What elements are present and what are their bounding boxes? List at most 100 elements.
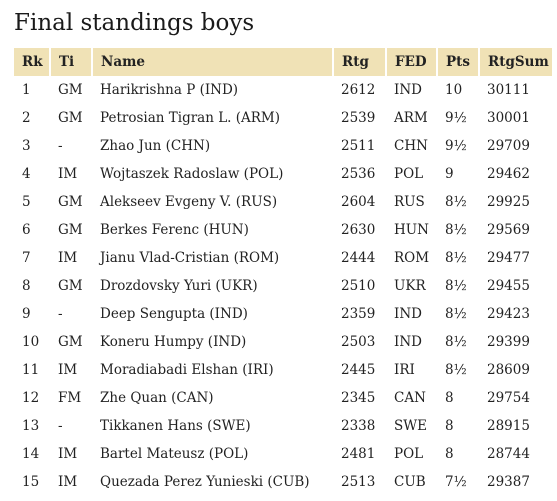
table-row: 12 FM Zhe Quan (CAN) 2345 CAN 8 29754 <box>14 384 552 412</box>
cell-rank: 8 <box>22 278 31 294</box>
cell-rank: 6 <box>22 222 31 238</box>
cell-points: 7½ <box>445 474 467 490</box>
cell-player-name: Petrosian Tigran L. (ARM) <box>100 110 281 126</box>
cell-points: 8½ <box>445 278 467 294</box>
cell-rank: 7 <box>22 250 31 266</box>
cell-player-name: Harikrishna P (IND) <box>100 82 239 98</box>
cell-rank: 12 <box>22 390 40 406</box>
header-rating-sum: RtgSum <box>479 48 552 76</box>
cell-rank: 9 <box>22 306 31 322</box>
cell-rank: 4 <box>22 166 31 182</box>
cell-federation: CUB <box>394 474 426 490</box>
cell-rating: 2604 <box>341 194 376 210</box>
cell-rating-sum: 29399 <box>487 334 530 350</box>
table-row: 15 IM Quezada Perez Yunieski (CUB) 2513 CUB 7… <box>14 468 552 496</box>
cell-rating-sum: 30001 <box>487 110 530 126</box>
cell-rank: 5 <box>22 194 31 210</box>
cell-points: 9½ <box>445 138 467 154</box>
cell-rating: 2503 <box>341 334 376 350</box>
cell-rating: 2445 <box>341 362 376 378</box>
cell-rank: 14 <box>22 446 40 462</box>
cell-points: 8½ <box>445 194 467 210</box>
cell-title: - <box>58 138 63 154</box>
cell-rating-sum: 29754 <box>487 390 530 406</box>
table-header: Rk Ti Name Rtg FED Pts RtgSum <box>14 48 552 76</box>
header-rating: Rtg <box>333 48 387 76</box>
cell-title: GM <box>58 278 83 294</box>
cell-points: 8½ <box>445 222 467 238</box>
cell-rating-sum: 28609 <box>487 362 530 378</box>
cell-points: 9½ <box>445 110 467 126</box>
cell-title: IM <box>58 250 78 266</box>
cell-points: 10 <box>445 82 463 98</box>
cell-federation: SWE <box>394 418 427 434</box>
page-title: Final standings boys <box>14 10 255 36</box>
cell-rank: 2 <box>22 110 31 126</box>
table-row: 14 IM Bartel Mateusz (POL) 2481 POL 8 28744 <box>14 440 552 468</box>
cell-title: GM <box>58 334 83 350</box>
cell-federation: IND <box>394 82 422 98</box>
cell-player-name: Quezada Perez Yunieski (CUB) <box>100 474 310 490</box>
cell-title: GM <box>58 222 83 238</box>
table-row: 1 GM Harikrishna P (IND) 2612 IND 10 30111 <box>14 76 552 104</box>
cell-points: 8 <box>445 446 454 462</box>
cell-federation: HUN <box>394 222 429 238</box>
cell-player-name: Jianu Vlad-Cristian (ROM) <box>100 250 280 266</box>
cell-rating-sum: 29709 <box>487 138 530 154</box>
cell-rating-sum: 29387 <box>487 474 530 490</box>
cell-title: - <box>58 306 63 322</box>
header-title: Ti <box>50 48 93 76</box>
table-row: 11 IM Moradiabadi Elshan (IRI) 2445 IRI 8½ 286… <box>14 356 552 384</box>
table-row: 9 - Deep Sengupta (IND) 2359 IND 8½ 29423 <box>14 300 552 328</box>
cell-rating-sum: 29925 <box>487 194 530 210</box>
cell-federation: CAN <box>394 390 426 406</box>
cell-rank: 3 <box>22 138 31 154</box>
cell-federation: RUS <box>394 194 425 210</box>
header-points: Pts <box>437 48 480 76</box>
cell-rating: 2444 <box>341 250 376 266</box>
table-row: 8 GM Drozdovsky Yuri (UKR) 2510 UKR 8½ 29455 <box>14 272 552 300</box>
cell-rating: 2359 <box>341 306 376 322</box>
cell-federation: POL <box>394 446 424 462</box>
cell-player-name: Deep Sengupta (IND) <box>100 306 248 322</box>
table-row: 2 GM Petrosian Tigran L. (ARM) 2539 ARM 9½ 300… <box>14 104 552 132</box>
cell-title: GM <box>58 82 83 98</box>
table-body: 1 GM Harikrishna P (IND) 2612 IND 10 30111 2 GM P… <box>14 76 552 496</box>
cell-title: IM <box>58 474 78 490</box>
header-row: Rk Ti Name Rtg FED Pts RtgSum <box>14 48 552 76</box>
cell-rating-sum: 28744 <box>487 446 530 462</box>
cell-rating: 2481 <box>341 446 376 462</box>
table-row: 4 IM Wojtaszek Radoslaw (POL) 2536 POL 9 29462 <box>14 160 552 188</box>
header-federation: FED <box>386 48 438 76</box>
table-row: 7 IM Jianu Vlad-Cristian (ROM) 2444 ROM 8½ 294… <box>14 244 552 272</box>
cell-points: 8½ <box>445 306 467 322</box>
cell-federation: ROM <box>394 250 430 266</box>
cell-federation: POL <box>394 166 424 182</box>
table-row: 13 - Tikkanen Hans (SWE) 2338 SWE 8 28915 <box>14 412 552 440</box>
cell-rating: 2345 <box>341 390 376 406</box>
cell-federation: UKR <box>394 278 426 294</box>
cell-rating-sum: 29423 <box>487 306 530 322</box>
cell-player-name: Alekseev Evgeny V. (RUS) <box>100 194 278 210</box>
cell-points: 8 <box>445 390 454 406</box>
cell-points: 8 <box>445 418 454 434</box>
table-row: 3 - Zhao Jun (CHN) 2511 CHN 9½ 29709 <box>14 132 552 160</box>
cell-rating-sum: 29477 <box>487 250 530 266</box>
cell-title: FM <box>58 390 82 406</box>
cell-rating: 2513 <box>341 474 376 490</box>
cell-rating: 2510 <box>341 278 376 294</box>
cell-federation: IND <box>394 334 422 350</box>
cell-federation: ARM <box>394 110 428 126</box>
cell-rating-sum: 29455 <box>487 278 530 294</box>
cell-points: 8½ <box>445 334 467 350</box>
cell-rating: 2536 <box>341 166 376 182</box>
header-rank: Rk <box>14 48 51 76</box>
cell-title: IM <box>58 446 78 462</box>
cell-rank: 10 <box>22 334 40 350</box>
cell-rating-sum: 30111 <box>487 82 530 98</box>
table-row: 6 GM Berkes Ferenc (HUN) 2630 HUN 8½ 29569 <box>14 216 552 244</box>
cell-federation: IND <box>394 306 422 322</box>
cell-title: GM <box>58 194 83 210</box>
cell-player-name: Koneru Humpy (IND) <box>100 334 247 350</box>
cell-federation: IRI <box>394 362 415 378</box>
